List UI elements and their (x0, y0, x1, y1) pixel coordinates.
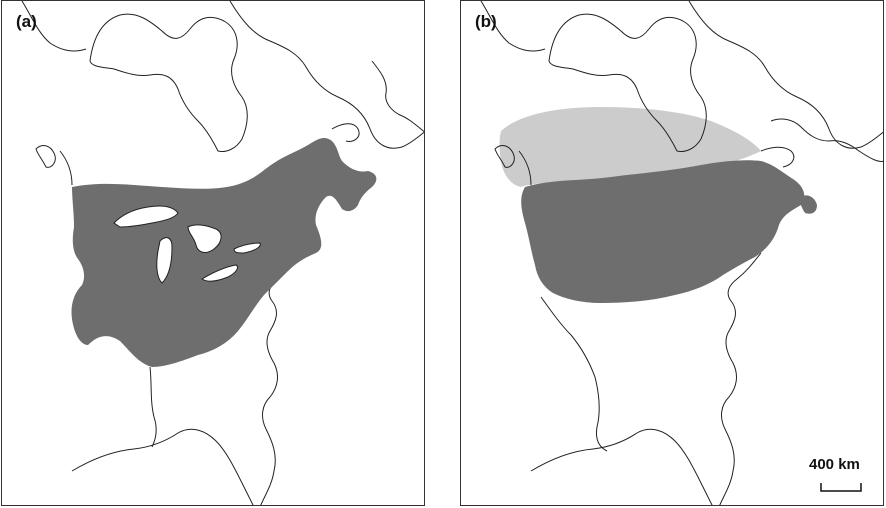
coastline-northwest (480, 1, 546, 52)
lake-ontario (233, 242, 261, 254)
primary-range (521, 160, 805, 303)
coastline-florida-gulf (530, 428, 713, 505)
lake-erie (201, 264, 239, 282)
coastline-florida-gulf (71, 428, 254, 505)
coastline-west-arm (59, 150, 73, 186)
lake-superior (113, 205, 179, 228)
coastline-mississippi (540, 296, 608, 452)
coastline-hudson-bay (548, 13, 707, 152)
map-b-svg (480, 1, 883, 505)
map-panel-a: (a) (1, 0, 425, 506)
coastline-east-peninsula (331, 123, 360, 142)
coastline-labrador (229, 1, 424, 149)
map-panel-b: (b) 400 km (460, 0, 884, 506)
coastline-labrador (688, 1, 883, 149)
coastline-west-arm (518, 150, 532, 186)
map-a-svg (21, 1, 424, 505)
species-range (71, 138, 377, 367)
lake-michigan (156, 237, 173, 284)
coastline-west-island (494, 145, 515, 168)
coastline-mississippi (149, 366, 157, 448)
primary-range-outlier (800, 195, 817, 214)
panel-label-a: (a) (16, 12, 37, 31)
lake-huron (187, 224, 222, 253)
coastline-west-island (35, 145, 56, 168)
panel-label-b: (b) (475, 12, 497, 31)
coastline-east-peninsula (760, 146, 795, 168)
coastline-atlantic-seaboard (719, 252, 762, 505)
coastline-atlantic-north (770, 118, 883, 162)
coastline-atlantic-north (371, 60, 424, 133)
coastline-northwest (21, 1, 87, 52)
coastline-hudson-bay (89, 13, 248, 152)
scale-bar-label: 400 km (809, 456, 860, 473)
